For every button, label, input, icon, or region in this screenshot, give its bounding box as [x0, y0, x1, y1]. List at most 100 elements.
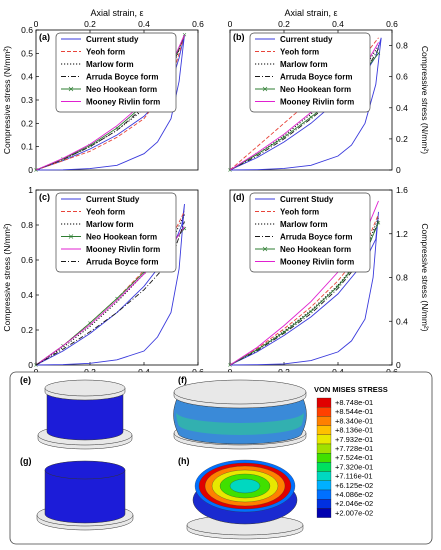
specimen-e-side: [46, 389, 124, 441]
y-tick-label: 0.4: [21, 290, 33, 300]
panel-label: (a): [39, 32, 50, 42]
series-marker: [182, 32, 187, 37]
legend-entry: Yeoh form: [280, 48, 319, 57]
stress-legend-swatch: [316, 397, 332, 408]
y-tick-label: 1.6: [396, 185, 408, 195]
legend-entry: Yeoh form: [280, 208, 319, 217]
y-tick-label: 0: [28, 165, 33, 175]
y-tick-label: 0.6: [396, 72, 408, 82]
legend-box: [249, 32, 371, 113]
y-tick-label: 0.1: [21, 142, 33, 152]
y-tick-label: 0.8: [396, 41, 408, 51]
y-tick-label: 0.6: [21, 25, 33, 35]
stress-legend-swatch: [316, 499, 332, 509]
stress-legend-value: +8.340e-01: [335, 416, 373, 425]
x-tick-label: 0.6: [386, 19, 398, 29]
series-marker: [255, 347, 259, 352]
series-marker: [309, 309, 313, 314]
stress-legend-swatch: [316, 434, 332, 445]
legend-entry: Arruda Boyce form: [280, 233, 352, 242]
y-tick-label: 0.4: [21, 72, 33, 82]
series-marker: [282, 135, 286, 140]
legend-marker: [262, 246, 268, 252]
y-tick-label: 1.2: [396, 229, 408, 239]
stress-legend-value: +8.544e-01: [335, 407, 373, 416]
series-marker: [336, 284, 340, 288]
legend-entry: Mooney Rivlin form: [280, 258, 354, 267]
x-tick-label: 0.4: [138, 19, 150, 29]
y-tick-label: 0: [396, 360, 401, 370]
stress-legend-swatch: [316, 443, 332, 454]
stress-legend-swatch: [316, 480, 332, 491]
stress-legend-value: +7.524e-01: [335, 453, 373, 462]
y-tick-label: 0: [28, 360, 33, 370]
specimen-g-top: [44, 460, 126, 480]
stress-legend-swatch: [316, 471, 332, 481]
series-marker: [282, 330, 286, 334]
series-line: [229, 37, 382, 171]
legend-marker: [262, 86, 268, 92]
y-tick-label: 0: [396, 165, 401, 175]
stress-legend-value: +2.046e-02: [335, 499, 373, 508]
stress-legend-value: +8.748e-01: [335, 398, 373, 407]
legend-entry: Neo Hookean form: [280, 245, 351, 254]
legend-entry: Current Study: [86, 195, 140, 204]
series-line: [229, 220, 379, 366]
stress-legend-swatch: [316, 407, 332, 417]
panel-label: (b): [233, 32, 245, 42]
x-tick-label: 0.4: [332, 19, 344, 29]
platen-top-f-top: [173, 379, 307, 405]
legend-entry: Arruda Boyce form: [86, 73, 158, 82]
legend-entry: Marlow form: [86, 220, 134, 229]
y-tick-label: 0.2: [396, 134, 408, 144]
y-tick-label: 0.2: [21, 118, 33, 128]
specimen-g-side: [44, 469, 126, 524]
fem-panel-label: (h): [178, 456, 190, 466]
legend-entry: Neo Hookean form: [86, 85, 157, 94]
y-tick-label: 0.8: [21, 220, 33, 230]
specimen-f-band: [176, 412, 304, 435]
x-tick-label: 0.2: [84, 19, 96, 29]
stress-legend-value: +2.007e-02: [335, 508, 373, 517]
legend-entry: Mooney Rivlin form: [280, 98, 354, 107]
legend-entry: Arruda Boyce form: [86, 258, 158, 267]
series-marker: [309, 115, 313, 119]
stress-legend-value: +7.932e-01: [335, 435, 373, 444]
platen-top-e-top: [44, 379, 126, 397]
x-tick-label: 0: [34, 19, 39, 29]
fem-panel-label: (g): [20, 456, 32, 466]
series-line: [35, 34, 185, 171]
legend-entry: Neo Hookean form: [86, 233, 157, 242]
x-axis-label: Axial strain, ε: [90, 8, 143, 18]
y-axis-label: Compressive stress (N/mm²): [2, 223, 12, 331]
stress-legend-swatch: [316, 416, 332, 426]
fem-panel-label: (e): [20, 375, 31, 385]
y-tick-label: 1: [28, 185, 33, 195]
legend-entry: Current study: [280, 35, 333, 44]
plot-frame: [35, 189, 199, 366]
x-tick-label: 0.2: [278, 19, 290, 29]
y-tick-label: 0.4: [396, 103, 408, 113]
x-axis-label: Axial strain, ε: [284, 8, 337, 18]
y-tick-label: 0.8: [396, 273, 408, 283]
stress-legend-value: +7.728e-01: [335, 444, 373, 453]
chart-panel-a: 0 0.2 0.4 0.6 Axial strain, ε 0 0.1 0.2 0.3 0.4 0.…: [2, 8, 204, 175]
stress-legend-value: +7.320e-01: [335, 462, 373, 471]
y-axis-label: Compressive stress (N/mm²): [420, 223, 430, 331]
stress-legend-swatch: [316, 453, 332, 463]
legend-entry: Mooney Rivlin form: [86, 98, 160, 107]
y-tick-label: 0.4: [396, 316, 408, 326]
legend-entry: Marlow form: [280, 60, 328, 69]
legend-entry: Neo Hookean form: [280, 85, 351, 94]
y-tick-label: 0.2: [21, 325, 33, 335]
legend-entry: Mooney Rivlin form: [86, 245, 160, 254]
series-line: [229, 211, 379, 366]
series-marker: [376, 51, 381, 56]
fem-panel: (e) (f)(g) (h)VON MISES STRESS+8.748e-01+8…: [9, 371, 433, 545]
series-marker: [115, 126, 119, 130]
legend-box: [55, 32, 177, 113]
panel-label: (d): [233, 192, 245, 202]
